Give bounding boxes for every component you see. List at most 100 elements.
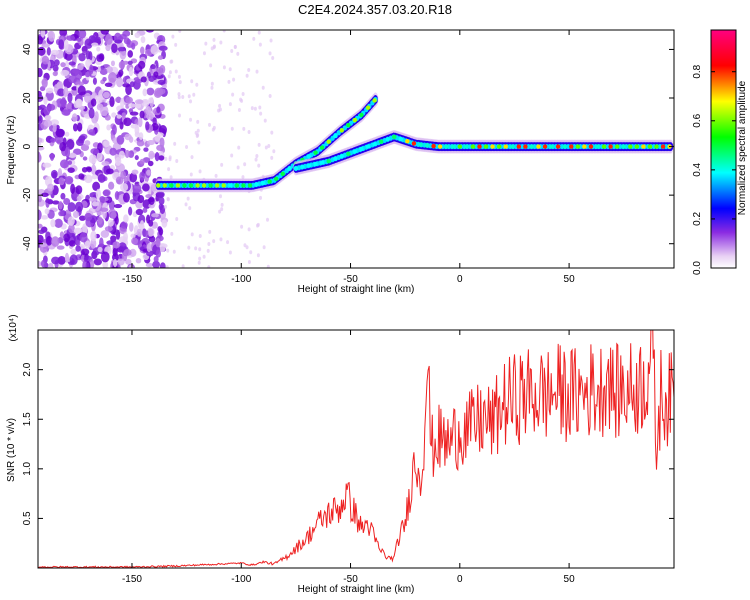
main-track-peak <box>359 112 364 118</box>
noise-speckle <box>52 123 57 133</box>
faint-speckle <box>190 79 194 84</box>
second-track-core <box>474 143 479 150</box>
faint-speckle <box>220 207 224 212</box>
noise-speckle <box>157 55 164 60</box>
noise-speckle <box>118 150 125 159</box>
noise-speckle <box>79 232 88 243</box>
noise-speckle <box>71 113 78 122</box>
second-track-peak <box>614 144 620 149</box>
second-track-peak <box>549 144 554 149</box>
second-track-peak <box>451 144 456 149</box>
noise-speckle <box>40 215 49 220</box>
second-track-peak <box>647 144 653 149</box>
noise-speckle <box>72 123 78 132</box>
faint-speckle <box>267 144 271 149</box>
faint-speckle <box>222 65 226 70</box>
noise-speckle <box>50 169 58 179</box>
bottom-y-tick-label: 1.0 <box>22 461 33 475</box>
faint-speckle <box>189 99 193 104</box>
faint-speckle <box>228 250 232 255</box>
noise-speckle <box>45 235 53 246</box>
noise-speckle <box>38 110 42 117</box>
top-x-tick-label: -50 <box>343 274 358 285</box>
faint-speckle <box>212 37 216 42</box>
noise-speckle <box>118 242 127 251</box>
noise-speckle <box>132 183 142 194</box>
faint-speckle <box>256 253 260 258</box>
second-track-peak <box>437 144 443 149</box>
faint-speckle <box>175 158 179 163</box>
noise-speckle <box>140 76 147 83</box>
noise-speckle <box>124 149 130 158</box>
page-title: C2E4.2024.357.03.20.R18 <box>298 2 452 17</box>
noise-speckle <box>38 234 44 245</box>
noise-speckle <box>95 95 101 101</box>
main-track-core <box>198 182 204 189</box>
noise-speckle <box>59 231 65 239</box>
second-track-peak <box>503 144 508 149</box>
noise-speckle <box>148 203 155 209</box>
noise-speckle <box>108 71 117 83</box>
noise-speckle <box>156 144 165 151</box>
noise-speckle <box>41 192 49 198</box>
noise-speckle <box>38 145 45 151</box>
noise-speckle <box>114 216 119 225</box>
noise-speckle <box>59 159 69 169</box>
noise-speckle <box>135 257 142 264</box>
faint-speckle <box>268 51 272 56</box>
noise-speckle <box>147 160 154 167</box>
noise-speckle <box>48 30 56 42</box>
main-track-peak <box>188 183 194 188</box>
noise-speckle <box>77 85 86 96</box>
faint-speckle <box>240 224 244 229</box>
second-track-peak <box>411 141 417 146</box>
noise-speckle <box>80 143 90 152</box>
faint-speckle <box>192 92 196 97</box>
second-track-peak <box>405 139 410 144</box>
main-track-peak <box>339 128 344 133</box>
second-track-peak <box>333 156 338 161</box>
faint-speckle <box>263 118 267 123</box>
y-multiplier-label: (x10⁴) <box>8 314 19 341</box>
noise-speckle <box>157 79 166 85</box>
faint-speckle <box>264 145 268 150</box>
noise-speckle <box>129 248 137 257</box>
noise-speckle <box>96 54 104 62</box>
noise-speckle <box>51 236 60 247</box>
noise-speckle <box>82 156 88 161</box>
noise-speckle <box>136 228 143 237</box>
noise-speckle <box>84 140 91 146</box>
faint-speckle <box>218 107 222 112</box>
noise-speckle <box>103 140 110 148</box>
colorbar-tick-label: 0.2 <box>692 212 703 226</box>
noise-speckle <box>157 226 162 232</box>
noise-speckle <box>84 212 93 222</box>
noise-speckle <box>64 146 71 158</box>
noise-speckle <box>146 243 152 253</box>
faint-speckle <box>197 260 201 265</box>
faint-speckle <box>237 145 241 150</box>
second-track-peak <box>634 144 640 149</box>
noise-speckle <box>116 135 125 145</box>
noise-speckle <box>74 201 84 213</box>
second-track-peak <box>496 144 502 149</box>
second-track-peak <box>536 144 541 149</box>
main-track-peak <box>169 183 174 188</box>
faint-speckle <box>230 49 234 54</box>
noise-speckle <box>145 121 150 131</box>
noise-speckle <box>105 44 111 52</box>
noise-speckle <box>100 230 110 238</box>
noise-speckle <box>57 88 66 97</box>
noise-speckle <box>40 30 46 38</box>
main-track-peak <box>195 183 200 188</box>
faint-speckle <box>272 149 276 154</box>
noise-speckle <box>117 258 125 266</box>
faint-speckle <box>202 51 206 56</box>
noise-speckle <box>50 49 60 55</box>
faint-speckle <box>271 56 275 61</box>
second-track-peak <box>555 144 561 149</box>
noise-speckle <box>115 77 124 88</box>
noise-speckle <box>162 83 167 89</box>
noise-speckle <box>154 152 160 162</box>
noise-speckle <box>63 86 69 98</box>
